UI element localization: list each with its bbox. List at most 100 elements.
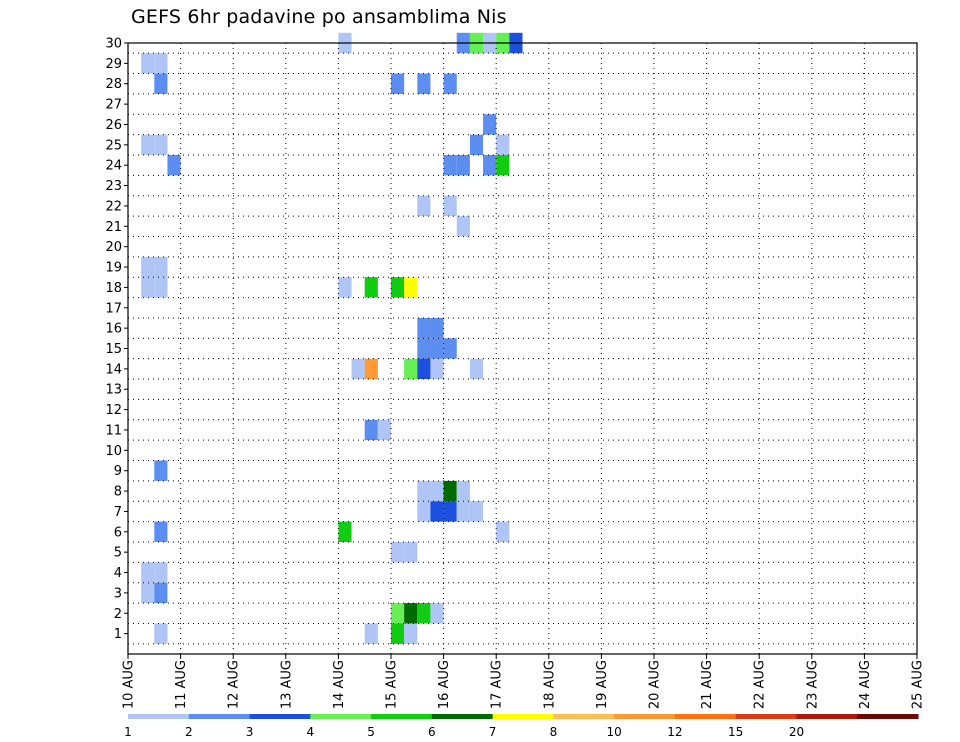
data-cell [338, 521, 352, 542]
x-tick-label: 23 AUG [805, 660, 820, 709]
data-cell [351, 358, 365, 380]
data-cell [141, 134, 155, 156]
y-tick-label: 5 [114, 546, 122, 561]
data-cell [391, 277, 405, 298]
y-tick-label: 3 [114, 586, 122, 601]
data-cell [456, 501, 470, 522]
data-cell [469, 134, 484, 156]
y-tick-label: 23 [105, 179, 122, 194]
data-cell [154, 277, 168, 298]
legend-swatch [553, 714, 615, 719]
data-cell [456, 480, 470, 502]
data-cell [404, 358, 418, 380]
x-tick-label: 20 AUG [648, 660, 663, 709]
data-cell [141, 277, 155, 298]
legend-label: 4 [306, 725, 314, 739]
x-tick-label: 21 AUG [700, 660, 715, 709]
legend-swatch [796, 714, 858, 719]
x-tick-label: 22 AUG [753, 660, 768, 709]
y-tick-label: 1 [114, 627, 122, 642]
y-tick-label: 22 [105, 199, 122, 214]
legend-label: 12 [667, 725, 682, 739]
legend-label: 7 [489, 725, 497, 739]
legend-label: 1 [124, 725, 132, 739]
legend-label: 5 [367, 725, 375, 739]
data-cell [141, 256, 155, 278]
y-tick-label: 12 [105, 403, 122, 418]
data-cell [364, 623, 378, 644]
data-cell [443, 155, 457, 176]
data-cell [443, 73, 457, 94]
x-tick-label: 13 AUG [279, 660, 294, 709]
legend-swatch [857, 714, 919, 719]
data-cell [417, 358, 431, 380]
data-cell [154, 53, 168, 74]
y-tick-label: 16 [105, 322, 122, 337]
legend-swatch [371, 714, 433, 719]
legend-label: 15 [728, 725, 743, 739]
y-tick-label: 6 [114, 525, 122, 540]
legend-swatch [735, 714, 797, 719]
data-cell [338, 277, 352, 298]
data-cell [404, 603, 418, 624]
x-tick-label: 18 AUG [542, 660, 557, 709]
y-tick-label: 8 [114, 485, 122, 500]
legend-swatch [431, 714, 494, 719]
y-tick-label: 7 [114, 505, 122, 520]
y-tick-label: 14 [105, 362, 122, 377]
data-cell [391, 73, 405, 94]
data-cell [430, 358, 444, 380]
y-tick-label: 18 [105, 281, 122, 296]
legend-swatch [310, 714, 372, 719]
legend-label: 3 [246, 725, 254, 739]
y-tick-label: 30 [105, 37, 122, 52]
x-tick-label: 19 AUG [595, 660, 610, 709]
legend-swatch [249, 714, 311, 719]
y-tick-label: 25 [105, 138, 122, 153]
y-tick-label: 29 [105, 57, 122, 72]
legend-label: 8 [550, 725, 558, 739]
x-tick-label: 15 AUG [385, 660, 400, 709]
data-cell [430, 501, 444, 522]
data-cell [443, 480, 457, 502]
legend-label: 2 [185, 725, 193, 739]
y-tick-label: 9 [114, 464, 122, 479]
data-cell [167, 155, 181, 176]
y-tick-label: 11 [105, 423, 122, 438]
y-tick-label: 20 [105, 240, 122, 255]
x-tick-label: 16 AUG [437, 660, 452, 709]
x-tick-label: 25 AUG [911, 660, 926, 709]
data-cell [391, 623, 405, 644]
data-cell [417, 195, 431, 217]
data-cell [443, 338, 457, 359]
data-cell [154, 562, 168, 583]
y-tick-label: 21 [105, 220, 122, 235]
y-tick-label: 27 [105, 98, 122, 113]
data-cell [483, 114, 497, 135]
legend-swatch [674, 714, 737, 719]
data-cell [404, 541, 418, 563]
data-cell [154, 582, 168, 604]
data-cell [364, 277, 378, 298]
legend-label: 20 [789, 725, 804, 739]
data-cell [364, 358, 378, 380]
data-cell [417, 73, 431, 94]
y-tick-label: 15 [105, 342, 122, 357]
data-cell [141, 562, 155, 583]
chart-title: GEFS 6hr padavine po ansamblima Nis [131, 6, 507, 28]
data-cell [443, 195, 457, 217]
y-tick-label: 4 [114, 566, 122, 581]
legend-swatch [614, 714, 676, 719]
y-tick-label: 17 [105, 301, 122, 316]
x-tick-label: 11 AUG [174, 660, 189, 709]
data-cell [154, 623, 168, 644]
data-cell [496, 155, 510, 176]
x-tick-label: 14 AUG [332, 660, 347, 709]
data-cell [364, 419, 378, 441]
data-cell [430, 603, 444, 624]
data-cell [141, 53, 155, 74]
data-cell [496, 521, 510, 542]
data-cell [154, 460, 168, 481]
data-cell [391, 603, 405, 624]
legend-label: 6 [428, 725, 436, 739]
